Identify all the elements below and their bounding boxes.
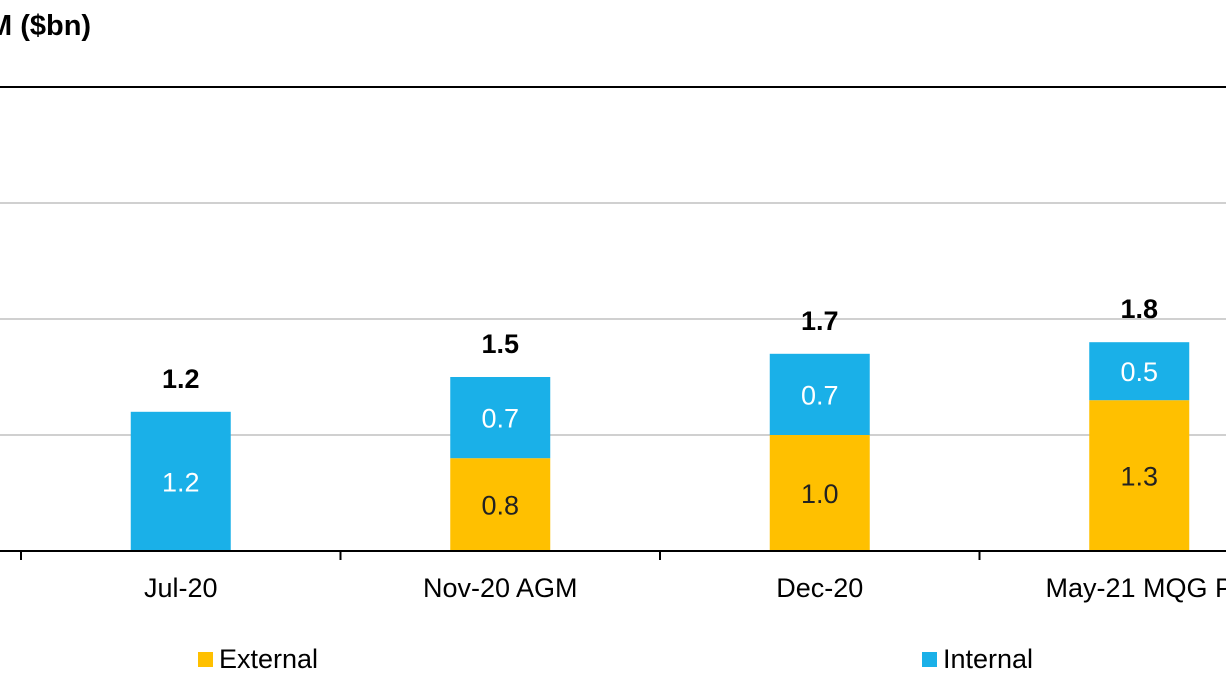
bar-external xyxy=(769,435,870,551)
legend-label-internal: Internal xyxy=(943,644,1034,674)
legend-swatch-external xyxy=(198,652,213,667)
total-label: 1.2 xyxy=(162,364,200,394)
legend-internal: Internal xyxy=(922,644,1033,675)
bar-internal xyxy=(450,377,551,459)
legend-external: External xyxy=(198,644,318,675)
labels: 1.2 1.2 Jul-20 0.8 0.7 1.5 Nov-20 AGM 1.0 0.7 1.7… xyxy=(144,294,1226,603)
total-label: 1.5 xyxy=(481,329,519,359)
data-label-internal: 0.7 xyxy=(481,404,519,434)
x-tick-label: Nov-20 AGM xyxy=(423,573,578,603)
data-label-internal: 0.7 xyxy=(801,380,839,410)
bar-internal xyxy=(769,353,870,435)
legend-label-external: External xyxy=(219,644,319,674)
bar-internal xyxy=(130,411,231,551)
bar-external xyxy=(1089,400,1190,551)
legend-swatch-internal xyxy=(922,652,937,667)
data-label-external: 1.3 xyxy=(1120,462,1158,492)
bar-internal xyxy=(1089,342,1190,401)
x-axis xyxy=(0,550,1226,560)
data-label-external: 1.0 xyxy=(801,479,839,509)
bars xyxy=(130,342,1190,551)
total-label: 1.7 xyxy=(801,306,839,336)
x-tick-label: Dec-20 xyxy=(776,573,863,603)
data-label-internal: 1.2 xyxy=(162,467,200,497)
bar-external xyxy=(450,458,551,551)
x-tick-label: Jul-20 xyxy=(144,573,218,603)
x-tick-label: May-21 MQG P xyxy=(1045,573,1226,603)
chart-title: M ($bn) xyxy=(0,10,92,42)
data-label-external: 0.8 xyxy=(481,491,519,521)
total-label: 1.8 xyxy=(1120,294,1158,324)
data-label-internal: 0.5 xyxy=(1120,357,1158,387)
